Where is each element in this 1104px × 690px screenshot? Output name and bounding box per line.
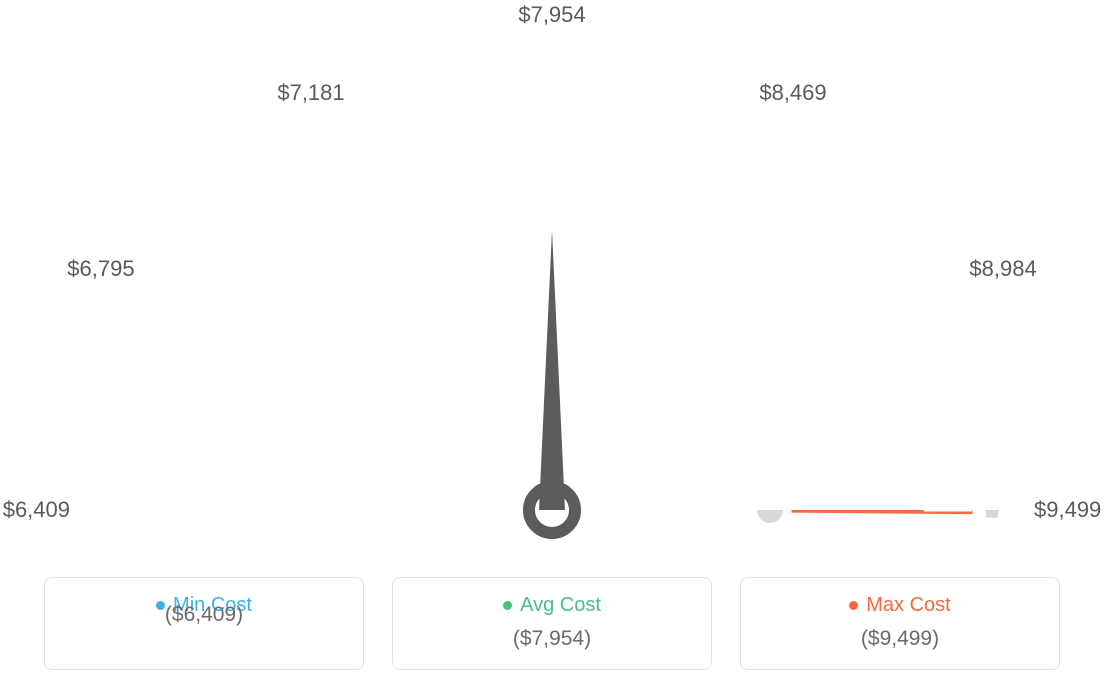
legend-dot-icon [849,601,858,610]
gauge-container: $6,409 $6,795 $7,181 $7,954 $8,469 $8,984 $9,4… [0,0,1104,560]
legend-row: Min Cost ($6,409) Avg Cost ($7,954) Max … [0,577,1104,670]
legend-title-text: Max Cost [866,594,950,617]
gauge-tick-label: $6,795 [67,256,134,282]
legend-card-min: Min Cost ($6,409) [44,577,364,670]
gauge-tick-label: $9,499 [1034,497,1101,523]
legend-card-max: Max Cost ($9,499) [740,577,1060,670]
gauge-tick-label: $7,954 [518,2,585,28]
legend-dot-icon [503,601,512,610]
legend-title-avg: Avg Cost [503,594,601,617]
legend-dot-icon [156,601,165,610]
legend-value-min: ($6,409) [65,603,343,627]
gauge-tick-label: $8,469 [759,80,826,106]
legend-title-max: Max Cost [849,594,950,617]
gauge-tick-label: $8,984 [969,256,1036,282]
gauge-tick-label: $7,181 [277,80,344,106]
legend-card-avg: Avg Cost ($7,954) [392,577,712,670]
legend-value-avg: ($7,954) [413,627,691,651]
legend-value-max: ($9,499) [761,627,1039,651]
gauge-tick-label: $6,409 [3,497,70,523]
gauge-svg [52,40,1052,580]
legend-title-text: Avg Cost [520,594,601,617]
